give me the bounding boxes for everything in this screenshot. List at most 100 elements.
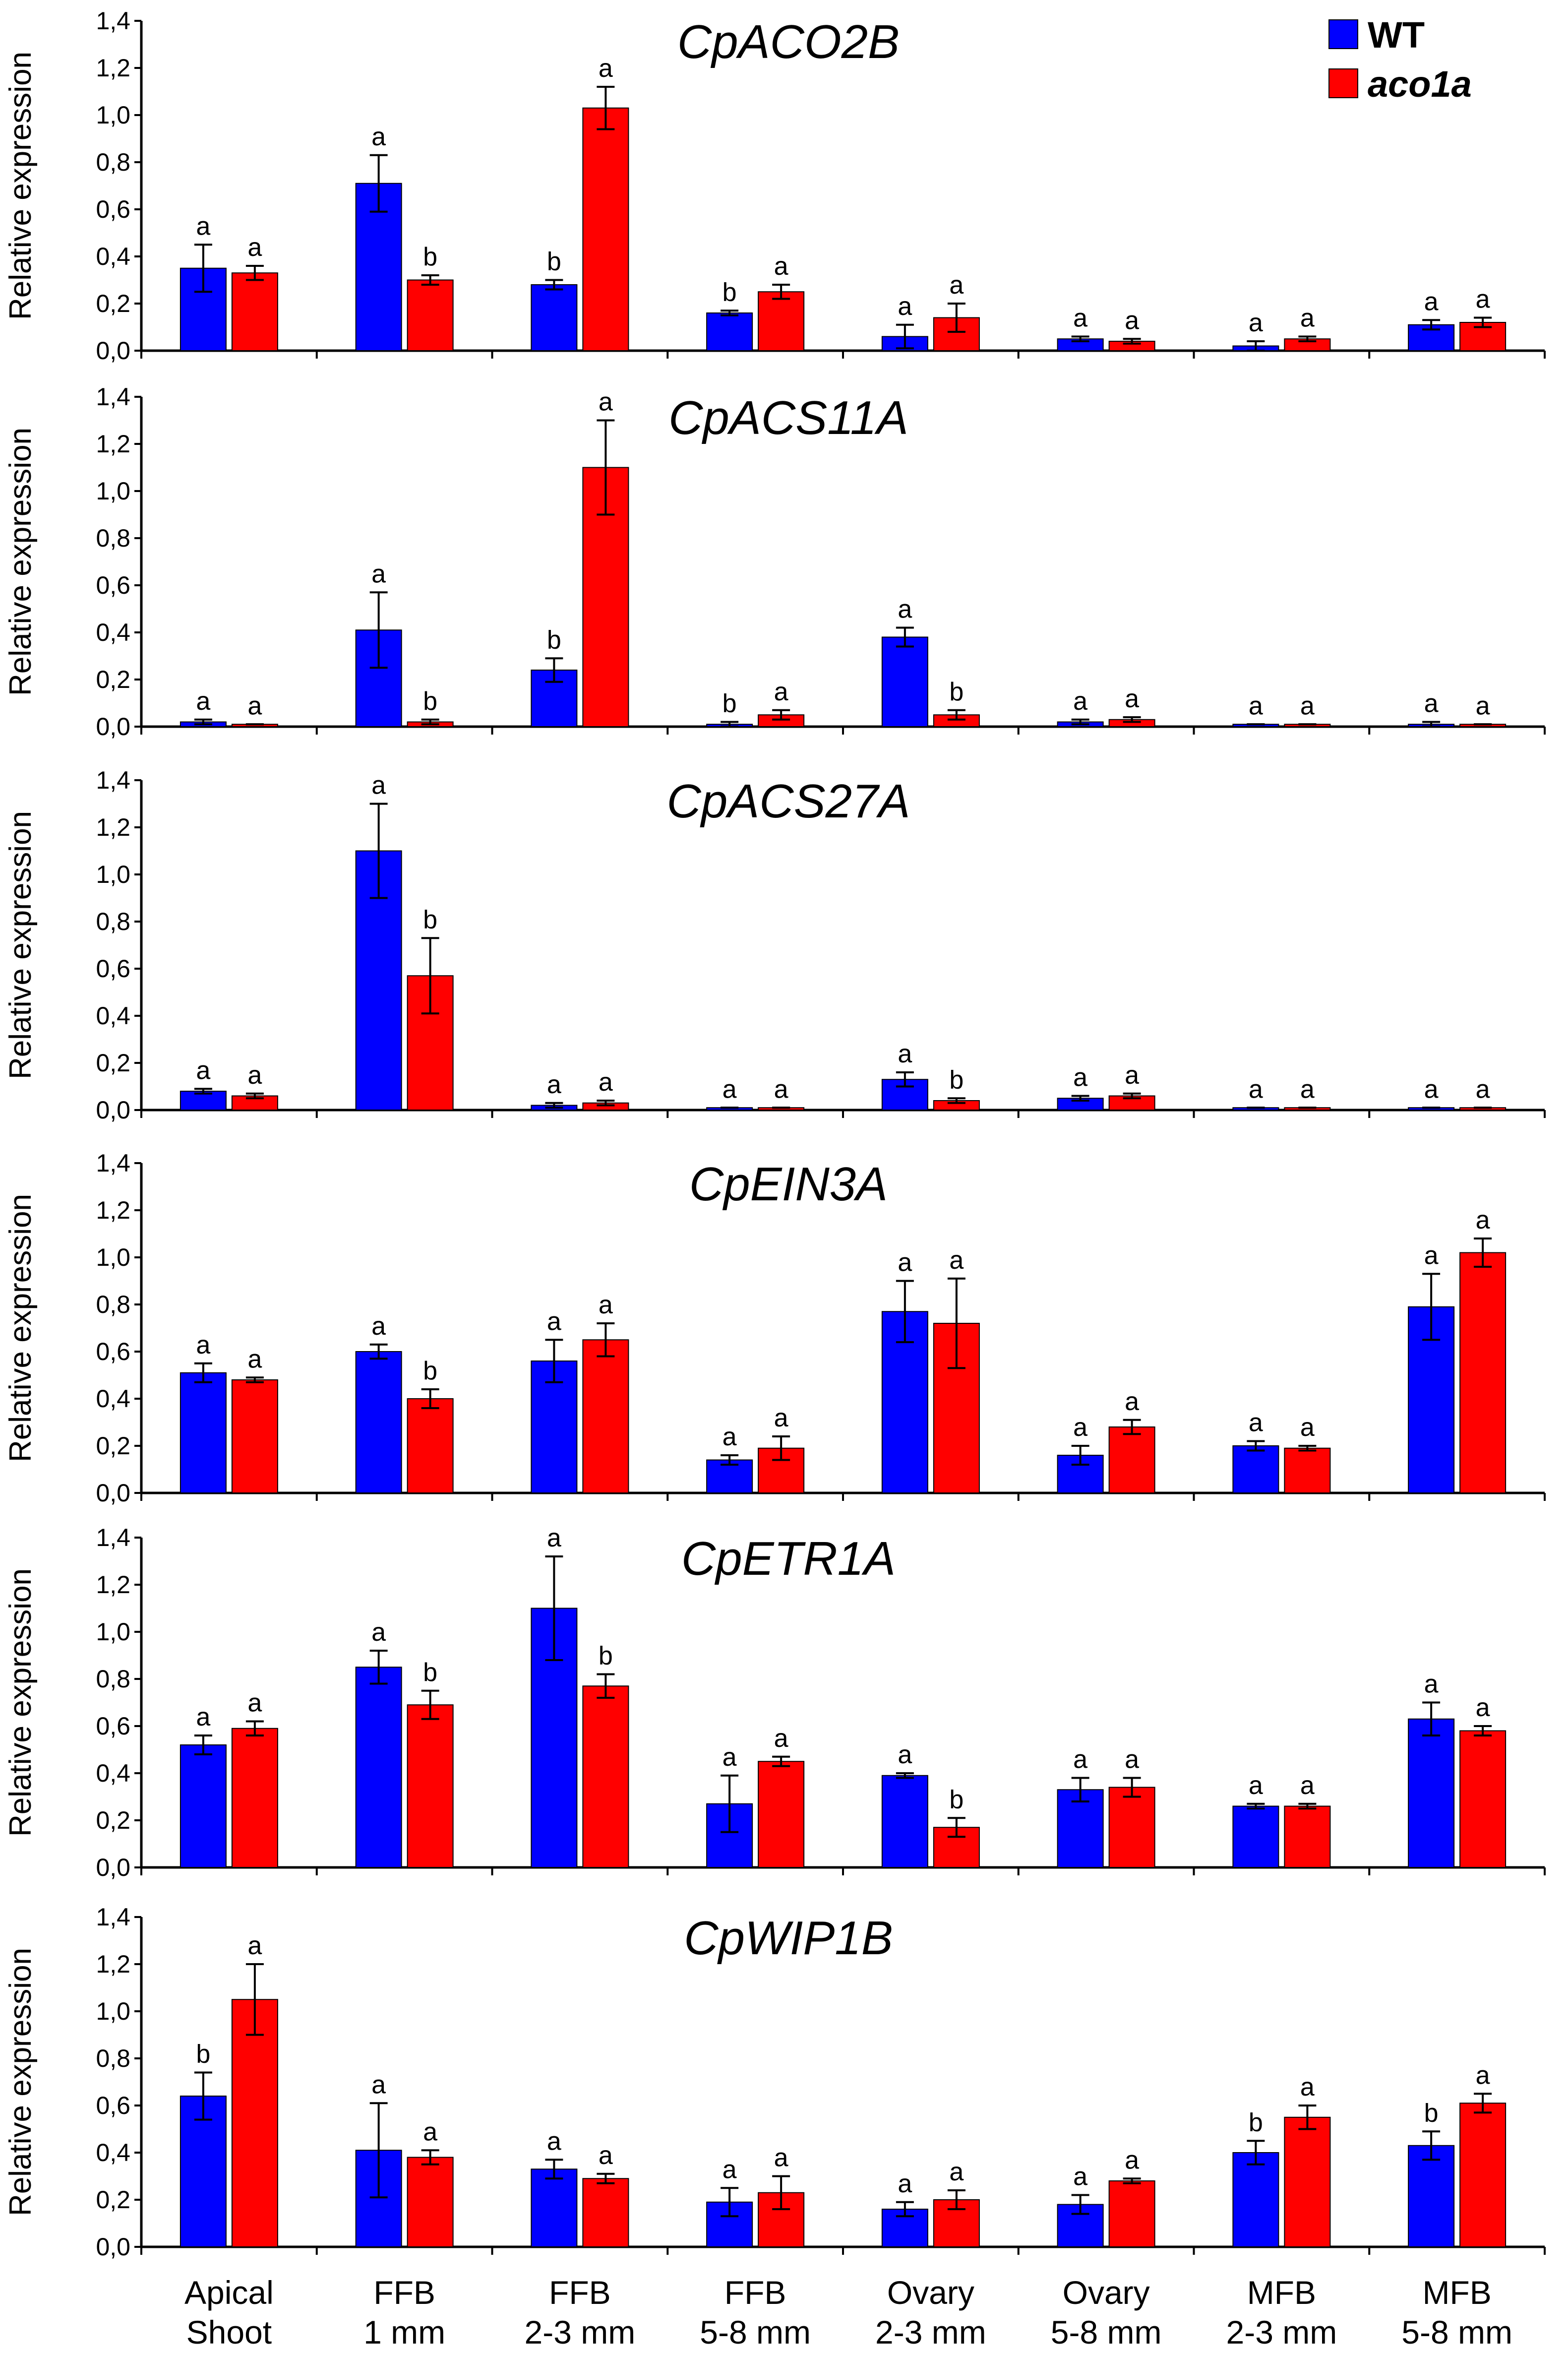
- panel-title: CpACS11A: [668, 391, 908, 444]
- aco1a-bar: [1459, 1252, 1507, 1493]
- significance-letter: a: [1125, 2146, 1139, 2174]
- y-tick-label: 1,4: [96, 766, 130, 794]
- significance-letter: a: [898, 1248, 912, 1277]
- wt-bar: [1408, 2145, 1455, 2247]
- y-tick-label: 0,2: [96, 666, 130, 693]
- y-tick-label: 0,4: [96, 1002, 130, 1030]
- y-tick-label: 0,4: [96, 1759, 130, 1787]
- aco1a-bar: [582, 1339, 629, 1493]
- significance-letter: a: [1125, 1387, 1139, 1416]
- wt-bar: [1057, 1789, 1104, 1868]
- wt-bar: [180, 2096, 227, 2247]
- y-tick-label: 0,6: [96, 571, 130, 599]
- significance-letter: a: [949, 271, 964, 300]
- aco1a-bar: [407, 1704, 454, 1868]
- y-tick-label: 1,2: [96, 1196, 130, 1224]
- wt-bar: [180, 1744, 227, 1868]
- y-tick-label: 0,0: [96, 713, 130, 741]
- y-tick-label: 0,6: [96, 955, 130, 983]
- y-tick-label: 1,0: [96, 1997, 130, 2025]
- panel-title: CpACS27A: [667, 775, 910, 828]
- significance-letter: a: [1125, 1061, 1139, 1090]
- aco1a-bar: [1108, 1787, 1155, 1868]
- significance-letter: a: [1300, 1413, 1315, 1442]
- significance-letter: a: [898, 292, 912, 321]
- y-tick-label: 1,4: [96, 1524, 130, 1551]
- significance-letter: a: [1424, 689, 1439, 718]
- y-axis-label: Relative expression: [3, 52, 38, 320]
- significance-letter: a: [774, 678, 788, 706]
- wt-bar: [355, 1351, 402, 1493]
- significance-letter: a: [547, 1070, 561, 1099]
- y-tick-label: 0,0: [96, 1854, 130, 1881]
- category-label-line2: 1 mm: [363, 2314, 445, 2351]
- wt-bar: [881, 1775, 928, 1868]
- significance-letter: b: [949, 1065, 964, 1094]
- significance-letter: a: [371, 559, 386, 588]
- category-label-line2: Shoot: [186, 2314, 272, 2351]
- significance-letter: a: [599, 1291, 613, 1319]
- significance-letter: a: [1073, 1063, 1087, 1092]
- category-label-line2: 5-8 mm: [700, 2314, 811, 2351]
- y-axis-label: Relative expression: [3, 1568, 38, 1837]
- aco1a-bar: [582, 2178, 629, 2247]
- significance-letter: a: [1476, 1206, 1490, 1235]
- y-tick-label: 1,0: [96, 1243, 130, 1271]
- category-label-line2: 2-3 mm: [525, 2314, 636, 2351]
- significance-letter: a: [599, 54, 613, 83]
- significance-letter: a: [247, 1931, 262, 1960]
- significance-letter: a: [723, 2155, 737, 2184]
- significance-letter: a: [774, 1724, 788, 1753]
- significance-letter: a: [1424, 1241, 1439, 1270]
- y-tick-label: 1,2: [96, 54, 130, 82]
- y-tick-label: 0,8: [96, 148, 130, 176]
- y-tick-label: 0,0: [96, 2233, 130, 2261]
- y-tick-label: 1,0: [96, 101, 130, 129]
- significance-letter: a: [196, 687, 210, 716]
- significance-letter: a: [1073, 1745, 1087, 1774]
- category-label-line1: FFB: [549, 2274, 611, 2311]
- aco1a-bar: [231, 1379, 278, 1493]
- significance-letter: a: [1249, 691, 1263, 720]
- y-tick-label: 0,0: [96, 1096, 130, 1124]
- y-tick-label: 1,2: [96, 1950, 130, 1978]
- aco1a-bar: [231, 1728, 278, 1868]
- significance-letter: a: [1125, 1745, 1139, 1774]
- significance-letter: a: [723, 1743, 737, 1772]
- category-label-line2: 5-8 mm: [1051, 2314, 1162, 2351]
- y-axis-label: Relative expression: [3, 1948, 38, 2216]
- aco1a-bar: [407, 2157, 454, 2247]
- significance-letter: a: [898, 1040, 912, 1068]
- y-tick-label: 0,8: [96, 524, 130, 552]
- significance-letter: a: [774, 1075, 788, 1104]
- significance-letter: a: [898, 1740, 912, 1769]
- wt-bar: [355, 1667, 402, 1868]
- significance-letter: a: [898, 595, 912, 624]
- significance-letter: a: [774, 2144, 788, 2172]
- y-tick-label: 0,6: [96, 195, 130, 223]
- y-tick-label: 0,2: [96, 1432, 130, 1460]
- category-label-line1: MFB: [1422, 2274, 1491, 2311]
- significance-letter: a: [1073, 1413, 1087, 1442]
- significance-letter: a: [371, 123, 386, 151]
- wt-bar: [1232, 1445, 1279, 1493]
- category-label-line1: FFB: [373, 2274, 435, 2311]
- wt-bar: [531, 284, 578, 351]
- panel-title: CpEIN3A: [689, 1158, 888, 1211]
- wt-bar: [1408, 1718, 1455, 1868]
- significance-letter: a: [1476, 285, 1490, 314]
- significance-letter: a: [547, 2127, 561, 2156]
- y-tick-label: 1,4: [96, 383, 130, 411]
- y-tick-label: 0,2: [96, 290, 130, 317]
- aco1a-bar: [1108, 2180, 1155, 2247]
- aco1a-bar: [1108, 1426, 1155, 1493]
- wt-bar: [1232, 1805, 1279, 1868]
- aco1a-bar: [1284, 1805, 1331, 1868]
- y-axis-label: Relative expression: [3, 428, 38, 696]
- y-tick-label: 0,0: [96, 337, 130, 365]
- significance-letter: a: [1476, 2061, 1490, 2090]
- significance-letter: a: [547, 1307, 561, 1336]
- significance-letter: a: [1424, 287, 1439, 316]
- significance-letter: a: [723, 1423, 737, 1451]
